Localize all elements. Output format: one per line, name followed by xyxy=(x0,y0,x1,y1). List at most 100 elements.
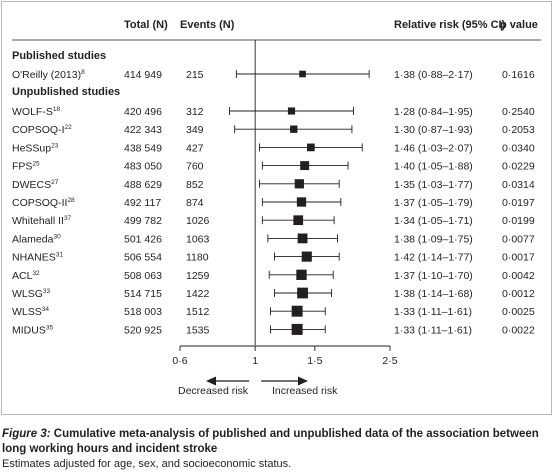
figure-caption: Figure 3: Cumulative meta-analysis of pu… xyxy=(2,427,552,457)
study-name: COPSOQ-I22 xyxy=(12,124,72,136)
study-name: MIDUS35 xyxy=(12,324,53,336)
rr-value: 1·34 (1·05–1·71) xyxy=(394,215,473,227)
study-reference: 22 xyxy=(65,124,73,131)
events-value: 760 xyxy=(186,161,204,173)
study-reference: 18 xyxy=(53,106,61,113)
figure-frame xyxy=(1,1,552,415)
rr-value: 1·38 (1·09–1·75) xyxy=(394,233,473,245)
p-value: 0·0229 xyxy=(502,161,535,173)
study-name: DWECS27 xyxy=(12,179,59,191)
rr-value: 1·37 (1·05–1·79) xyxy=(394,197,473,209)
study-row: WOLF-S18 420 496 312 1·28 (0·84–1·95) 0·2540 xyxy=(12,106,535,118)
events-value: 1063 xyxy=(186,233,210,245)
decreased-risk-arrowhead xyxy=(206,376,216,386)
study-row: NHANES31 506 554 1180 1·42 (1·14–1·77) 0·001… xyxy=(12,251,535,264)
rr-value: 1·28 (0·84–1·95) xyxy=(394,106,473,118)
study-name: HeSSup23 xyxy=(12,142,59,154)
point-estimate xyxy=(294,179,304,189)
study-name: Whitehall II37 xyxy=(12,215,72,227)
section-unpublished: Unpublished studies xyxy=(12,86,120,98)
total-value: 518 003 xyxy=(124,306,162,318)
study-reference: 30 xyxy=(53,233,61,240)
total-value: 501 426 xyxy=(124,233,162,245)
point-estimate xyxy=(300,161,310,171)
p-value: 0·0077 xyxy=(502,233,535,245)
events-value: 215 xyxy=(186,69,204,81)
events-value: 427 xyxy=(186,142,204,154)
study-reference: 28 xyxy=(67,197,75,204)
study-name: COPSOQ-II28 xyxy=(12,197,75,209)
total-value: 488 629 xyxy=(124,179,162,191)
study-row: DWECS27 488 629 852 1·35 (1·03–1·77) 0·0314 xyxy=(12,179,535,191)
point-estimate xyxy=(299,70,306,78)
study-row: FPS25 483 050 760 1·40 (1·05–1·88) 0·0229 xyxy=(12,161,535,173)
rr-value: 1·35 (1·03–1·77) xyxy=(394,179,473,191)
study-row: O'Reilly (2013)8 414 949 215 1·38 (0·88–2·1… xyxy=(12,69,535,81)
events-value: 349 xyxy=(186,124,204,136)
rr-value: 1·33 (1·11–1·61) xyxy=(394,324,472,336)
rr-value: 1·42 (1·14–1·77) xyxy=(394,252,473,264)
point-estimate xyxy=(290,125,298,133)
p-value: 0·2053 xyxy=(502,124,535,136)
risk-arrows xyxy=(206,376,308,386)
caption-note: Estimates adjusted for age, sex, and soc… xyxy=(2,458,292,470)
study-row: WLSG33 514 715 1422 1·38 (1·14–1·68) 0·0012 xyxy=(12,287,535,300)
study-row: WLSS34 518 003 1512 1·33 (1·11–1·61) 0·0025 xyxy=(12,305,535,318)
study-row: MIDUS35 520 925 1535 1·33 (1·11–1·61) 0·0022 xyxy=(12,323,535,336)
header-events: Events (N) xyxy=(180,19,235,31)
x-tick-label: 1·5 xyxy=(307,355,322,367)
events-value: 1026 xyxy=(186,215,210,227)
study-row: COPSOQ-II28 492 117 874 1·37 (1·05–1·79) 0·0… xyxy=(12,197,535,209)
study-reference: 23 xyxy=(51,142,59,149)
total-value: 508 063 xyxy=(124,270,162,282)
p-value: 0·0199 xyxy=(502,215,535,227)
study-name: WLSS34 xyxy=(12,306,49,318)
header-total: Total (N) xyxy=(124,19,168,31)
study-reference: 32 xyxy=(32,270,40,277)
p-value: 0·0017 xyxy=(502,252,535,264)
total-value: 420 496 xyxy=(124,106,162,118)
header-p: p value xyxy=(500,19,538,31)
study-reference: 25 xyxy=(32,161,40,168)
rr-value: 1·38 (1·14–1·68) xyxy=(394,288,473,300)
p-value: 0·2540 xyxy=(502,106,535,118)
x-axis-ticks: 0·6 1 1·5 2·5 xyxy=(172,346,398,367)
events-value: 1512 xyxy=(186,306,210,318)
study-row: Whitehall II37 499 782 1026 1·34 (1·05–1·71… xyxy=(12,215,535,227)
x-tick-label: 0·6 xyxy=(172,355,187,367)
p-value: 0·0025 xyxy=(502,306,535,318)
caption-title: Cumulative meta-analysis of published an… xyxy=(2,428,539,455)
increased-risk-arrowhead xyxy=(298,376,308,386)
rr-value: 1·40 (1·05–1·88) xyxy=(394,161,473,173)
study-reference: 8 xyxy=(81,69,85,76)
rr-value: 1·38 (0·88–2·17) xyxy=(394,69,473,81)
events-value: 1259 xyxy=(186,270,210,282)
study-reference: 27 xyxy=(51,179,59,186)
section-published: Published studies xyxy=(12,50,106,62)
study-name: ACL32 xyxy=(12,270,40,282)
x-tick-label: 2·5 xyxy=(382,355,397,367)
study-name: Alameda30 xyxy=(12,233,61,245)
decreased-risk-label: Decreased risk xyxy=(178,385,249,397)
point-estimate xyxy=(296,269,307,280)
total-value: 492 117 xyxy=(124,197,161,209)
rr-value: 1·37 (1·10–1·70) xyxy=(394,270,473,282)
rr-value: 1·30 (0·87–1·93) xyxy=(394,124,473,136)
point-estimate xyxy=(296,197,307,207)
study-reference: 34 xyxy=(42,306,50,313)
study-reference: 31 xyxy=(56,252,64,259)
events-value: 874 xyxy=(186,197,204,209)
total-value: 438 549 xyxy=(124,142,162,154)
p-value: 0·1616 xyxy=(502,69,535,81)
point-estimate xyxy=(297,233,308,244)
total-value: 520 925 xyxy=(124,324,162,336)
point-estimate xyxy=(307,143,315,152)
header-rr: Relative risk (95% CI) xyxy=(394,19,506,31)
events-value: 312 xyxy=(186,106,204,118)
p-value: 0·0022 xyxy=(502,324,535,336)
caption-label: Figure 3: xyxy=(2,428,51,440)
total-value: 499 782 xyxy=(124,215,162,227)
p-value: 0·0042 xyxy=(502,270,535,282)
total-value: 414 949 xyxy=(124,69,162,81)
study-name: O'Reilly (2013)8 xyxy=(12,69,85,81)
